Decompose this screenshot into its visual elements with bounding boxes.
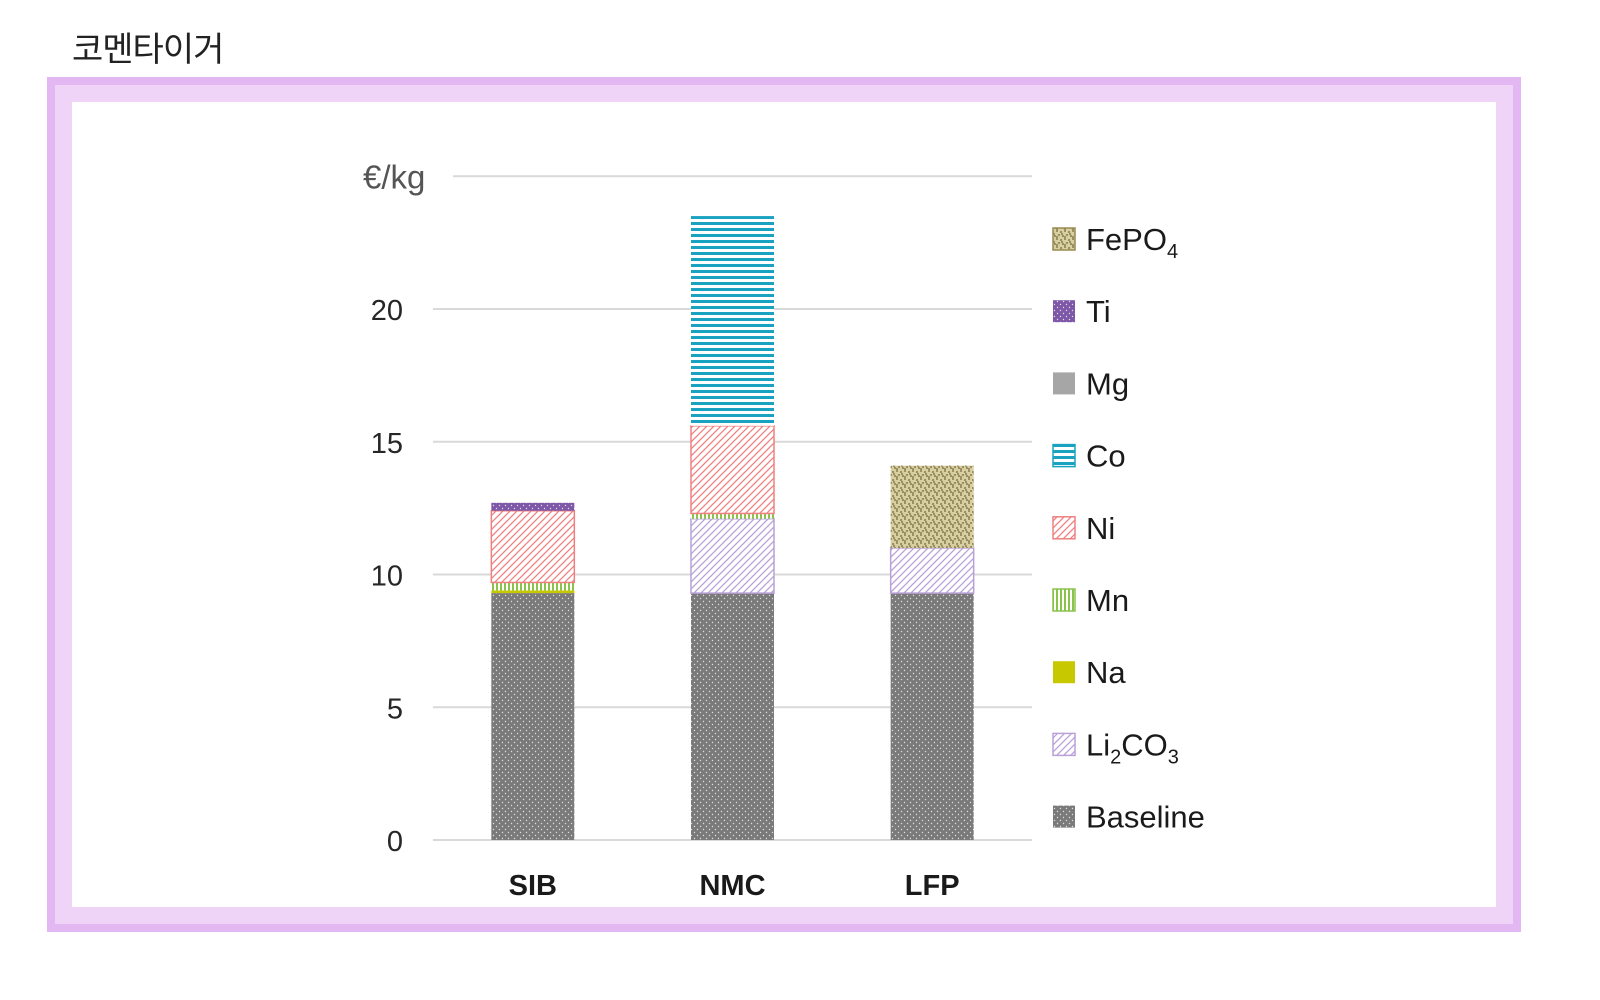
- legend-swatch: [1053, 372, 1075, 395]
- legend-swatch: [1052, 227, 1076, 251]
- legend-item-ti: Ti: [1053, 294, 1111, 329]
- legend-item-baseline: Baseline: [1053, 800, 1205, 835]
- bar-sib-mn: [491, 582, 575, 591]
- x-tick-label: SIB: [509, 870, 557, 902]
- bar-sib-baseline: [491, 593, 575, 840]
- bar-nmc-li2co3: [690, 517, 775, 594]
- legend-swatch: [1053, 300, 1075, 323]
- legend-label: Li2CO3: [1086, 727, 1179, 768]
- legend-swatch: [1053, 805, 1075, 828]
- legend-label: Mn: [1086, 583, 1129, 618]
- bar-lfp-baseline: [890, 593, 974, 840]
- y-axis: 0 5 10 15 20 €/kg: [363, 158, 425, 858]
- y-tick-label: 20: [371, 295, 403, 327]
- bar-sib-ti: [491, 502, 575, 511]
- chart-frame: 0 5 10 15 20 €/kg SIB NMC LFP FePO4 Ti Mg Co Ni Mn Na…: [47, 77, 1521, 932]
- y-tick-label: 5: [387, 693, 403, 725]
- legend: FePO4 Ti Mg Co Ni Mn Na Li2CO3 Baseline: [1052, 222, 1205, 835]
- legend-swatch: [1052, 443, 1076, 468]
- legend-label: FePO4: [1086, 222, 1178, 263]
- chart-area: 0 5 10 15 20 €/kg SIB NMC LFP FePO4 Ti Mg Co Ni Mn Na…: [72, 102, 1496, 907]
- legend-label: Ti: [1086, 294, 1111, 329]
- y-tick-label: 0: [387, 826, 403, 858]
- x-tick-label: LFP: [905, 870, 960, 902]
- y-tick-label: 10: [371, 561, 403, 593]
- y-axis-label: €/kg: [363, 158, 425, 195]
- legend-item-li2co3: Li2CO3: [1052, 727, 1179, 768]
- legend-label: Baseline: [1086, 800, 1205, 835]
- bar-sib-na: [491, 590, 575, 594]
- bar-nmc-co: [691, 216, 774, 426]
- bar-sib-ni: [490, 510, 576, 584]
- x-axis: SIB NMC LFP: [509, 870, 960, 902]
- page-title: 코멘타이거: [72, 30, 224, 70]
- legend-label: Na: [1086, 655, 1126, 690]
- legend-item-na: Na: [1053, 655, 1126, 690]
- bar-nmc-ni: [690, 425, 775, 515]
- legend-item-mn: Mn: [1052, 583, 1129, 618]
- chart-frame-border: 0 5 10 15 20 €/kg SIB NMC LFP FePO4 Ti Mg Co Ni Mn Na…: [55, 85, 1513, 924]
- legend-item-co: Co: [1052, 439, 1126, 474]
- bar-nmc-baseline: [691, 593, 774, 840]
- legend-item-mg: Mg: [1053, 366, 1129, 401]
- legend-item-ni: Ni: [1052, 511, 1115, 546]
- legend-label: Co: [1086, 439, 1126, 474]
- bars: [490, 216, 975, 840]
- legend-swatch: [1053, 661, 1075, 684]
- bar-nmc-mn: [691, 513, 774, 519]
- bar-lfp-fepo4: [890, 465, 974, 548]
- legend-item-fepo4: FePO4: [1052, 222, 1178, 263]
- bar-lfp-li2co3: [889, 547, 975, 594]
- legend-swatch: [1052, 588, 1076, 612]
- legend-label: Mg: [1086, 366, 1129, 401]
- y-tick-label: 15: [371, 428, 403, 460]
- stacked-bar-chart: 0 5 10 15 20 €/kg SIB NMC LFP FePO4 Ti Mg Co Ni Mn Na…: [363, 158, 1205, 902]
- legend-swatch: [1052, 732, 1076, 757]
- legend-swatch: [1052, 516, 1076, 540]
- x-tick-label: NMC: [699, 870, 765, 902]
- legend-label: Ni: [1086, 511, 1115, 546]
